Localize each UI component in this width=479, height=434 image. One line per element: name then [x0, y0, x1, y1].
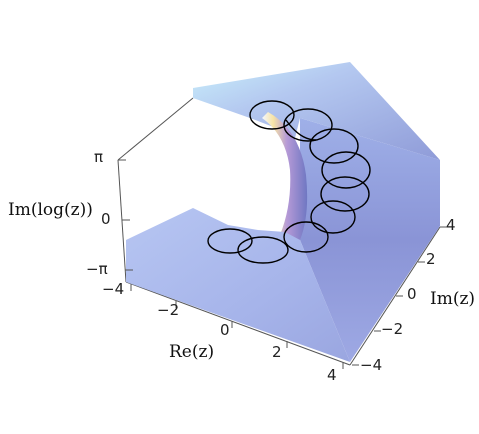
y-tick-label: 2	[426, 250, 436, 268]
x-tick-label: 2	[272, 343, 282, 361]
x-tick-label: 0	[220, 321, 230, 339]
z-axis: π 0 −π Im(log(z))	[8, 148, 133, 278]
y-axis: −4 −2 0 2 4 Im(z)	[352, 216, 475, 374]
z-tick-label: π	[94, 148, 103, 166]
z-tick-label: 0	[101, 210, 111, 228]
surface-branch-cut	[262, 112, 308, 240]
y-tick-label: 0	[407, 285, 417, 303]
surface-upper-sheet	[193, 62, 440, 160]
z-axis-label: Im(log(z))	[8, 200, 93, 220]
x-tick-label: −4	[102, 280, 124, 298]
y-axis-label: Im(z)	[430, 289, 475, 309]
y-tick-label: 4	[446, 216, 456, 234]
x-tick-label: 4	[327, 366, 337, 384]
z-tick-label: −π	[86, 260, 108, 278]
surface-lower-sheet	[126, 208, 350, 362]
helix-curve	[207, 100, 371, 264]
axis-box	[117, 97, 441, 366]
y-tick-label: −4	[360, 356, 382, 374]
x-axis: −4 −2 0 2 4 Re(z)	[102, 280, 344, 384]
y-tick-label: −2	[381, 320, 403, 338]
x-tick-label: −2	[157, 301, 179, 319]
x-axis-label: Re(z)	[169, 342, 214, 362]
